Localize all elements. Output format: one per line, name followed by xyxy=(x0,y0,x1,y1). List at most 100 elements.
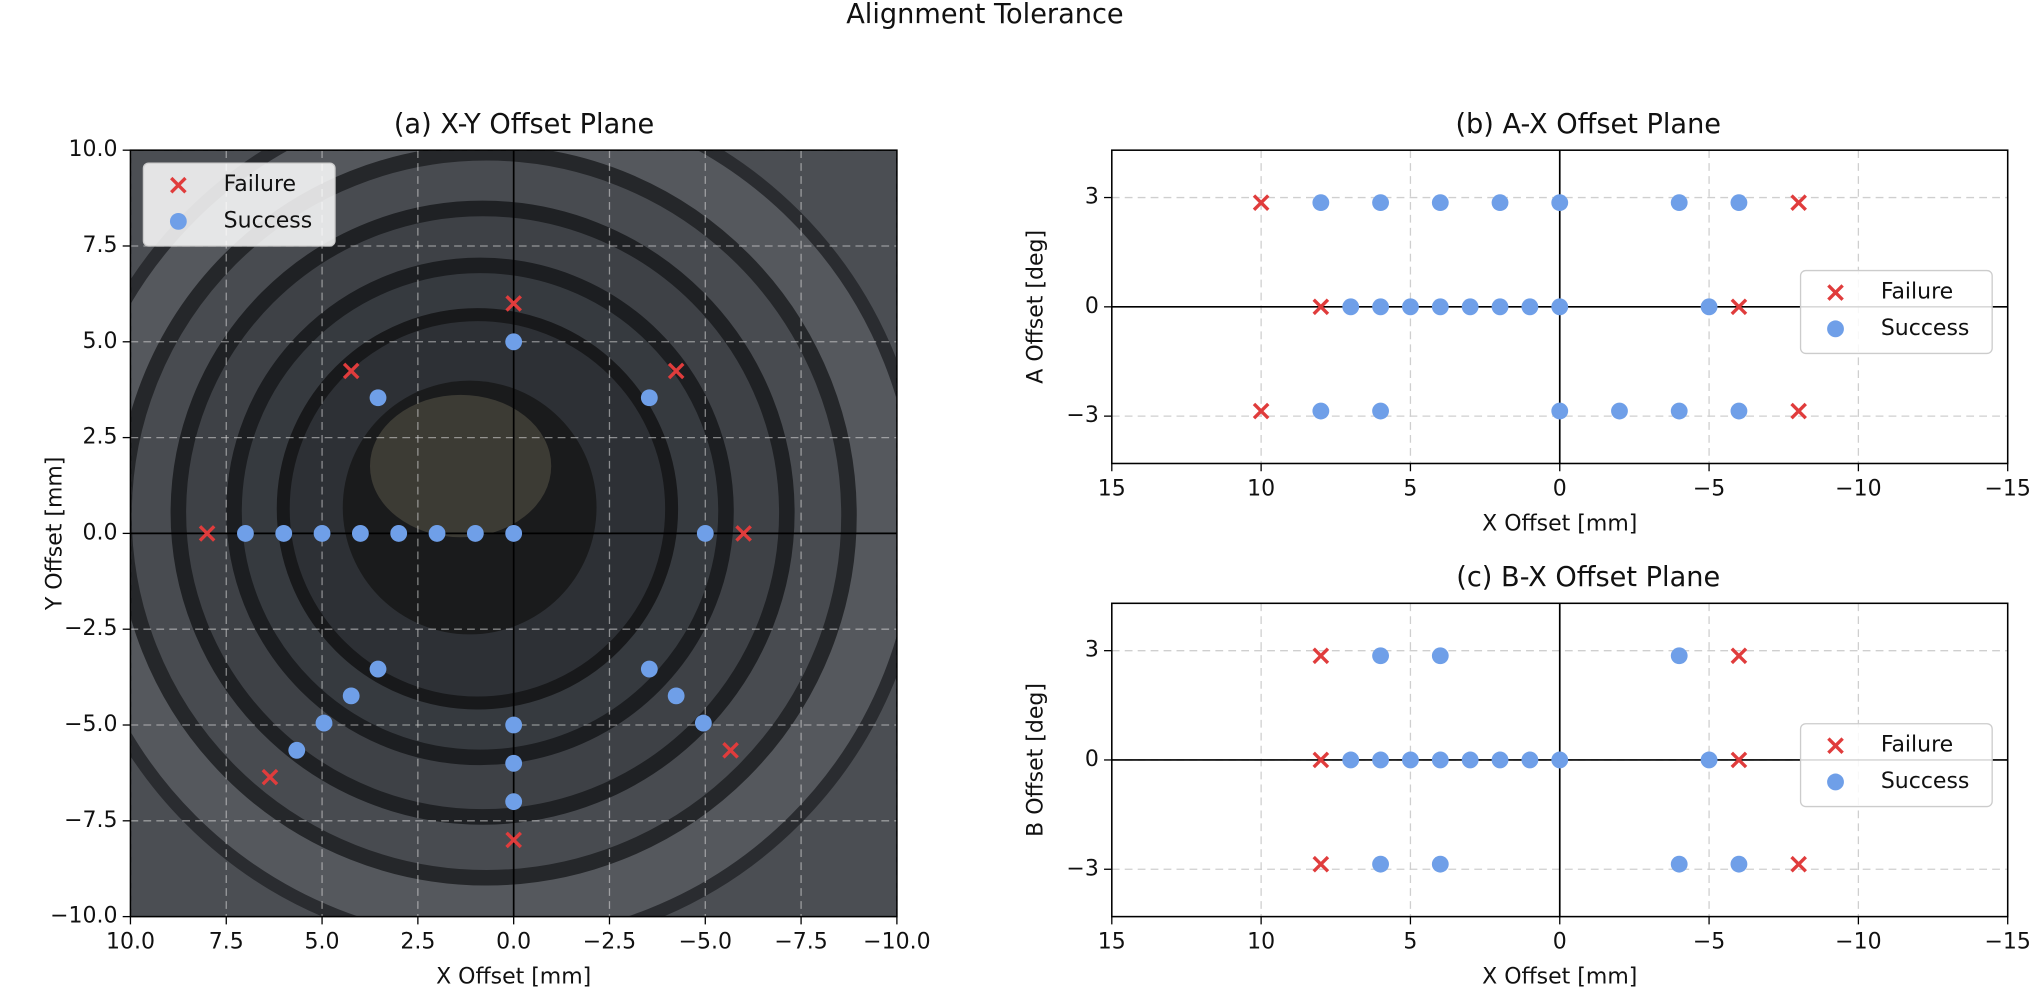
success-marker xyxy=(1372,751,1389,769)
failure-marker xyxy=(735,525,752,542)
y-tick-label: 7.5 xyxy=(83,233,118,258)
failure-marker xyxy=(1790,194,1807,211)
x-tick-label: 0 xyxy=(1553,930,1567,955)
y-tick-label: −5.0 xyxy=(64,712,117,737)
success-marker xyxy=(1312,194,1330,212)
x-axis-label: X Offset [mm] xyxy=(1482,511,1637,536)
x-axis-label: X Offset [mm] xyxy=(436,964,591,989)
legend-marker xyxy=(170,176,187,194)
legend-marker xyxy=(1827,320,1844,338)
success-marker xyxy=(640,660,658,678)
success-marker xyxy=(1670,402,1688,420)
success-marker xyxy=(313,524,331,542)
success-marker xyxy=(1700,751,1718,769)
failure-marker xyxy=(1790,402,1807,420)
figure-title: Alignment Tolerance xyxy=(846,0,1123,30)
x-tick-label: 7.5 xyxy=(209,930,244,955)
legend-label: Failure xyxy=(1881,280,1953,305)
success-marker xyxy=(390,524,408,542)
success-marker xyxy=(1431,647,1449,665)
success-marker xyxy=(237,524,254,542)
y-axis-label: B Offset [deg] xyxy=(1024,683,1049,837)
x-tick-label: −2.5 xyxy=(583,930,636,955)
y-tick-label: 5.0 xyxy=(83,329,118,354)
x-tick-label: 15 xyxy=(1098,476,1126,501)
failure-marker xyxy=(1252,402,1270,420)
success-marker xyxy=(1431,751,1449,769)
x-tick-label: 2.5 xyxy=(400,930,435,955)
success-marker xyxy=(1670,647,1688,665)
success-marker xyxy=(1730,855,1748,873)
failure-marker xyxy=(1312,298,1330,316)
failure-marker xyxy=(1312,647,1330,665)
success-marker xyxy=(1372,194,1389,212)
failure-marker xyxy=(198,525,216,542)
failure-marker xyxy=(342,362,360,380)
legend-label: Success xyxy=(224,208,313,233)
x-tick-label: −15 xyxy=(1984,476,2030,501)
success-marker xyxy=(694,714,712,732)
chart-title: (a) X-Y Offset Plane xyxy=(394,109,654,140)
x-tick-label: 5 xyxy=(1403,930,1417,955)
y-tick-label: 3 xyxy=(1085,185,1099,210)
x-tick-label: 5 xyxy=(1403,476,1417,501)
success-marker xyxy=(1372,855,1389,873)
success-marker xyxy=(1372,402,1389,420)
success-marker xyxy=(1402,298,1419,316)
success-marker xyxy=(288,741,306,759)
success-marker xyxy=(1342,751,1360,769)
legend-label: Failure xyxy=(224,172,296,197)
y-axis-label: Y Offset [mm] xyxy=(42,457,67,612)
y-tick-label: 2.5 xyxy=(83,425,118,450)
success-marker xyxy=(505,716,523,734)
x-tick-label: 10 xyxy=(1247,930,1275,955)
y-tick-label: 0.0 xyxy=(83,520,118,545)
x-tick-label: −10.0 xyxy=(863,930,930,955)
y-tick-label: −10.0 xyxy=(50,904,117,929)
success-marker xyxy=(1551,402,1569,420)
success-marker xyxy=(1700,298,1718,316)
y-axis-label: A Offset [deg] xyxy=(1024,230,1049,384)
chart-title: (b) A-X Offset Plane xyxy=(1455,109,1721,140)
x-tick-label: −15 xyxy=(1984,930,2030,955)
success-marker xyxy=(351,524,369,542)
success-marker xyxy=(369,660,387,678)
failure-marker xyxy=(1252,194,1270,211)
x-tick-label: −5 xyxy=(1693,476,1725,501)
success-marker xyxy=(315,714,333,732)
success-marker xyxy=(1372,647,1389,665)
success-marker xyxy=(1730,194,1748,212)
x-tick-label: −5 xyxy=(1693,930,1725,955)
failure-marker xyxy=(1312,751,1330,769)
success-marker xyxy=(1551,194,1569,212)
success-marker xyxy=(640,389,658,407)
legend-label: Success xyxy=(1881,316,1970,341)
success-marker xyxy=(466,524,484,542)
x-axis-label: X Offset [mm] xyxy=(1482,964,1637,989)
success-marker xyxy=(1372,298,1389,316)
x-tick-label: −10 xyxy=(1835,930,1881,955)
success-marker xyxy=(1431,298,1449,316)
success-marker xyxy=(1611,402,1628,420)
legend-marker xyxy=(1827,737,1844,755)
success-marker xyxy=(1402,751,1419,769)
x-tick-label: 10 xyxy=(1247,476,1275,501)
y-tick-label: −7.5 xyxy=(64,808,117,833)
success-marker xyxy=(505,524,523,542)
legend-box xyxy=(1799,269,1993,355)
success-marker xyxy=(275,524,293,542)
x-tick-label: 15 xyxy=(1098,930,1126,955)
x-tick-label: −10 xyxy=(1835,476,1881,501)
success-marker xyxy=(1461,298,1479,316)
success-marker xyxy=(1521,298,1539,316)
x-tick-label: −7.5 xyxy=(774,930,827,955)
failure-marker xyxy=(1312,855,1330,873)
x-tick-label: 10.0 xyxy=(106,930,155,955)
success-marker xyxy=(1551,298,1569,316)
y-tick-label: 0 xyxy=(1085,294,1099,319)
y-tick-label: −2.5 xyxy=(64,616,117,641)
success-marker xyxy=(1431,855,1449,873)
legend-label: Success xyxy=(1881,769,1970,794)
success-marker xyxy=(1491,751,1509,769)
